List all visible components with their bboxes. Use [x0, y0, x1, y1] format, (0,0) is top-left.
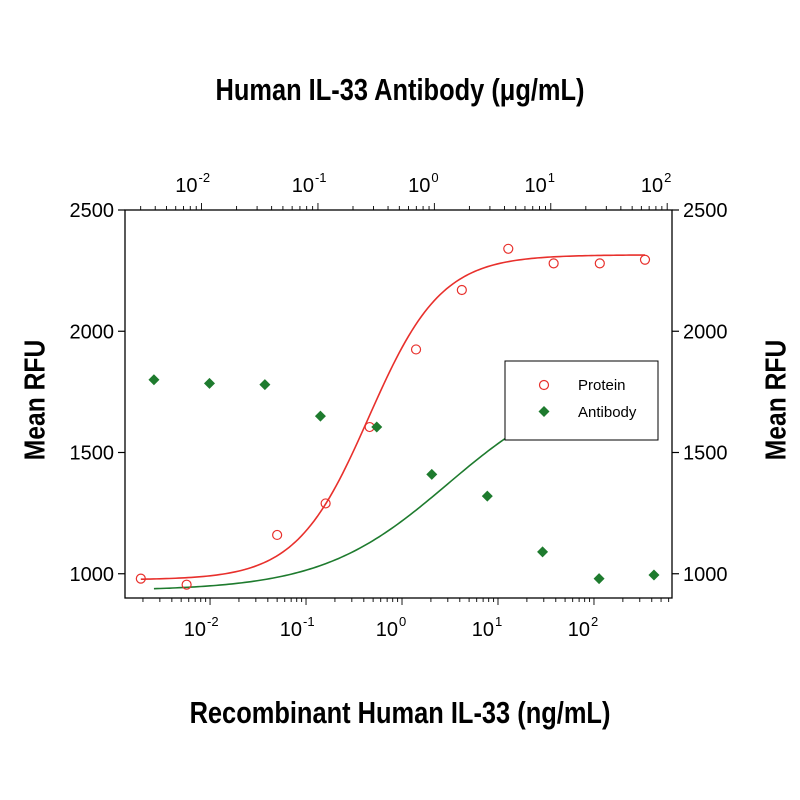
x-top-tick-label-exponent: 1: [548, 170, 555, 185]
point-antibody: [537, 546, 549, 558]
y-tick-label-left: 2500: [70, 200, 115, 222]
point-protein: [548, 258, 559, 269]
x-bottom-tick-label-base: 10: [184, 619, 206, 641]
x-bottom-tick-label-base: 10: [280, 619, 302, 641]
x-bottom-tick-label: 10 0: [376, 614, 406, 641]
bottom-axis-title: Recombinant Human IL-33 (ng/mL): [189, 695, 611, 730]
point-antibody: [481, 490, 493, 502]
x-bottom-tick-label: 10 -1: [280, 614, 315, 641]
x-bottom-tick-label-exponent: 1: [495, 614, 502, 629]
y-tick-label-right: 2000: [683, 321, 728, 343]
point-antibody: [259, 379, 271, 391]
x-top-tick-label: 10 0: [408, 170, 438, 197]
y-tick-label-right: 1000: [683, 564, 728, 586]
point-protein: [456, 284, 467, 296]
x-bottom-tick-label-exponent: -1: [303, 614, 315, 629]
points-layer: [135, 243, 660, 590]
top-axis-title: Human IL-33 Antibody (μg/mL): [215, 72, 585, 107]
x-top-tick-label: 10 1: [525, 170, 555, 197]
x-top-tick-label: 10 2: [641, 170, 671, 197]
fit-curve-protein: [140, 254, 645, 581]
x-top-tick-label: 10 -2: [175, 170, 210, 197]
legend-box: [504, 360, 659, 441]
x-top-tick-label-base: 10: [641, 175, 663, 197]
point-antibody: [148, 374, 160, 386]
point-protein: [272, 529, 283, 541]
y-tick-label-right: 2500: [683, 200, 728, 222]
legend-marker-protein: [538, 379, 550, 391]
x-bottom-tick-label: 10 -2: [184, 614, 219, 641]
y-tick-label-left: 2000: [70, 321, 115, 343]
point-protein: [320, 498, 331, 509]
x-top-tick-label-base: 10: [408, 175, 430, 197]
point-antibody: [203, 377, 215, 389]
x-bottom-tick-label-base: 10: [376, 619, 398, 641]
y-tick-label-left: 1000: [70, 564, 115, 586]
x-top-tick-label-base: 10: [292, 175, 314, 197]
x-bottom-tick-label-exponent: 2: [591, 614, 598, 629]
x-top-tick-label-exponent: 0: [431, 170, 438, 185]
legend-marker-antibody: [538, 406, 550, 417]
x-top-tick-label-exponent: -1: [315, 170, 327, 185]
point-protein: [503, 243, 514, 254]
point-protein: [135, 573, 146, 584]
x-bottom-tick-label-base: 10: [472, 619, 494, 641]
legend-label-protein: Protein: [578, 377, 626, 394]
y-tick-label-right: 1500: [683, 443, 728, 465]
x-top-tick-label-base: 10: [175, 175, 197, 197]
point-antibody: [314, 410, 326, 422]
x-top-tick-label-base: 10: [525, 175, 547, 197]
x-bottom-tick-label-exponent: 0: [399, 614, 406, 629]
x-top-tick-label-exponent: 2: [664, 170, 671, 185]
x-top-tick-label: 10 -1: [292, 170, 327, 197]
legend: Protein Antibody: [504, 360, 659, 441]
x-bottom-tick-label-base: 10: [568, 619, 590, 641]
x-bottom-tick-label: 10 2: [568, 614, 598, 641]
legend-label-antibody: Antibody: [578, 404, 637, 421]
x-bottom-tick-label: 10 1: [472, 614, 502, 641]
point-antibody: [426, 468, 438, 480]
plot-frame: [124, 209, 673, 599]
x-bottom-tick-label-exponent: -2: [207, 614, 219, 629]
point-protein: [410, 344, 422, 355]
point-antibody: [593, 573, 605, 585]
point-antibody: [371, 421, 383, 433]
point-antibody: [648, 569, 660, 581]
point-protein: [639, 254, 651, 265]
point-protein: [594, 258, 605, 269]
point-protein: [181, 579, 192, 590]
y-tick-label-left: 1500: [70, 443, 115, 465]
x-top-tick-label-exponent: -2: [199, 170, 211, 185]
